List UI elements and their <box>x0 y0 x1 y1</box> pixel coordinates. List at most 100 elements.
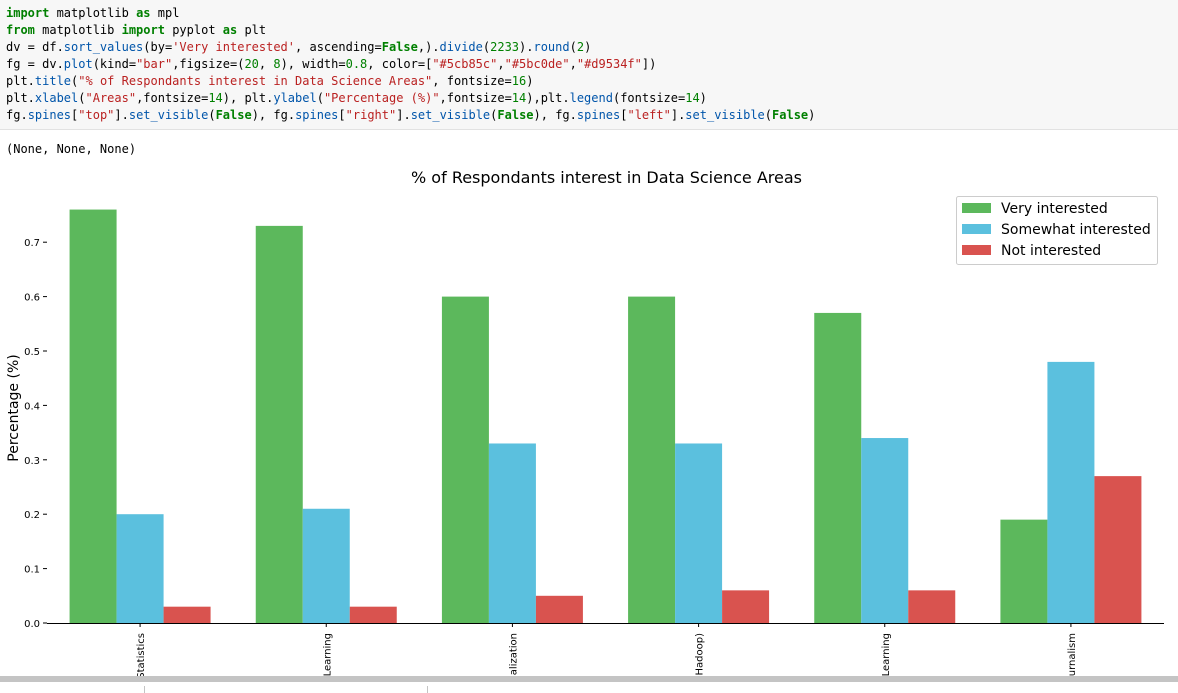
bar-very-interested <box>814 312 862 623</box>
code-token: , fontsize= <box>432 74 512 88</box>
y-tick-label: 0.1 <box>24 565 40 576</box>
code-token: ) <box>808 108 816 122</box>
code-token: spines <box>295 108 339 122</box>
horizontal-scrollbar[interactable] <box>0 676 1178 682</box>
code-token: ), width= <box>280 57 346 71</box>
x-tick-label: Hadoop) <box>695 633 706 676</box>
code-token: as <box>222 23 238 37</box>
code-token: ( <box>482 40 491 54</box>
y-tick-label: 0.7 <box>24 238 40 249</box>
code-token: "Percentage (%)" <box>323 91 440 105</box>
x-tick-label: alization <box>508 633 519 675</box>
code-token: plt <box>237 23 267 37</box>
x-tick-label: urnalism <box>1067 633 1078 676</box>
code-token: "#5cb85c" <box>432 57 498 71</box>
code-token: set_visible <box>410 108 491 122</box>
code-token: sort_values <box>63 40 144 54</box>
code-token: from <box>6 23 35 37</box>
code-token: ( <box>490 108 498 122</box>
y-tick-label: 0.0 <box>24 619 40 630</box>
code-token: title <box>34 74 72 88</box>
code-token: 20 <box>244 57 259 71</box>
code-token: ), fg. <box>533 108 577 122</box>
legend-label: Not interested <box>1001 243 1101 259</box>
bar-somewhat-interested <box>675 443 723 623</box>
code-token: ]. <box>670 108 686 122</box>
bar-somewhat-interested <box>488 443 536 623</box>
code-token: ), fg. <box>251 108 296 122</box>
bar-somewhat-interested <box>302 508 350 623</box>
bar-very-interested <box>628 296 676 623</box>
y-tick-label: 0.4 <box>24 401 40 412</box>
bar-not-interested <box>535 595 583 623</box>
code-token: plot <box>63 57 93 71</box>
code-token: 14 <box>685 91 700 105</box>
code-token: ) <box>584 40 592 54</box>
code-token: "bar" <box>136 57 173 71</box>
code-token: ( <box>569 40 577 54</box>
legend-swatch <box>962 224 991 234</box>
bar-not-interested <box>722 590 770 623</box>
code-token: ( <box>78 91 86 105</box>
code-token: ) <box>699 91 707 105</box>
code-line: import matplotlib as mpl <box>6 5 1178 22</box>
y-tick-label: 0.3 <box>24 456 40 467</box>
code-token: ,). <box>417 40 440 54</box>
code-token: "#5bc0de" <box>504 57 570 71</box>
code-line: plt.xlabel("Areas",fontsize=14), plt.yla… <box>6 90 1178 107</box>
code-token: [ <box>338 108 346 122</box>
bar-not-interested <box>163 606 211 623</box>
code-token: fg = dv. <box>6 57 64 71</box>
code-token: "Areas" <box>85 91 137 105</box>
code-token: ),plt. <box>526 91 570 105</box>
code-token: "#d9534f" <box>576 57 642 71</box>
code-token: False <box>381 40 418 54</box>
code-token: plt. <box>6 74 35 88</box>
code-token: as <box>136 6 151 20</box>
code-token: , ascending= <box>295 40 382 54</box>
y-tick-label: 0.2 <box>24 510 40 521</box>
code-token: mpl <box>150 6 180 20</box>
code-lines: import matplotlib as mpl from matplotlib … <box>6 5 1178 124</box>
code-token: ( <box>71 74 79 88</box>
legend-label: Somewhat interested <box>1001 222 1151 238</box>
y-tick-label: 0.6 <box>24 293 40 304</box>
bar-not-interested <box>1094 476 1142 623</box>
bar-very-interested <box>1000 519 1048 623</box>
code-line: fg = dv.plot(kind="bar",figsize=(20, 8),… <box>6 56 1178 73</box>
bar-somewhat-interested <box>116 514 164 623</box>
code-cell[interactable]: import matplotlib as mpl from matplotlib … <box>0 0 1178 130</box>
code-token: 0.8 <box>345 57 368 71</box>
code-token: round <box>533 40 570 54</box>
code-token: fg. <box>6 108 28 122</box>
code-token: [ <box>620 108 628 122</box>
code-token: 16 <box>511 74 527 88</box>
divider <box>427 686 428 693</box>
code-token: [ <box>71 108 79 122</box>
legend-swatch <box>962 203 991 213</box>
code-token: xlabel <box>34 91 79 105</box>
code-token: 14 <box>208 91 223 105</box>
code-token: ]. <box>114 108 129 122</box>
code-line: fg.spines["top"].set_visible(False), fg.… <box>6 107 1178 124</box>
legend-swatch <box>962 245 991 255</box>
code-token: matplotlib <box>49 6 137 20</box>
code-token: (by= <box>143 40 173 54</box>
code-token: ). <box>519 40 534 54</box>
code-token: (fontsize= <box>612 91 686 105</box>
bar-not-interested <box>908 590 956 623</box>
cell-output: (None, None, None) <box>6 142 137 156</box>
code-token: ,figsize=( <box>172 57 245 71</box>
code-token: set_visible <box>128 108 209 122</box>
divider <box>144 686 145 693</box>
bar-very-interested <box>69 209 117 623</box>
code-token: , color=[ <box>367 57 433 71</box>
code-token: legend <box>569 91 613 105</box>
code-token: dv = df. <box>6 40 64 54</box>
bar-somewhat-interested <box>861 438 909 623</box>
legend-box <box>956 196 1158 265</box>
code-token: import <box>6 6 50 20</box>
legend-label: Very interested <box>1001 201 1108 217</box>
code-token: "% of Respondants interest in Data Scien… <box>78 74 433 88</box>
code-token: 'Very interested' <box>172 40 296 54</box>
